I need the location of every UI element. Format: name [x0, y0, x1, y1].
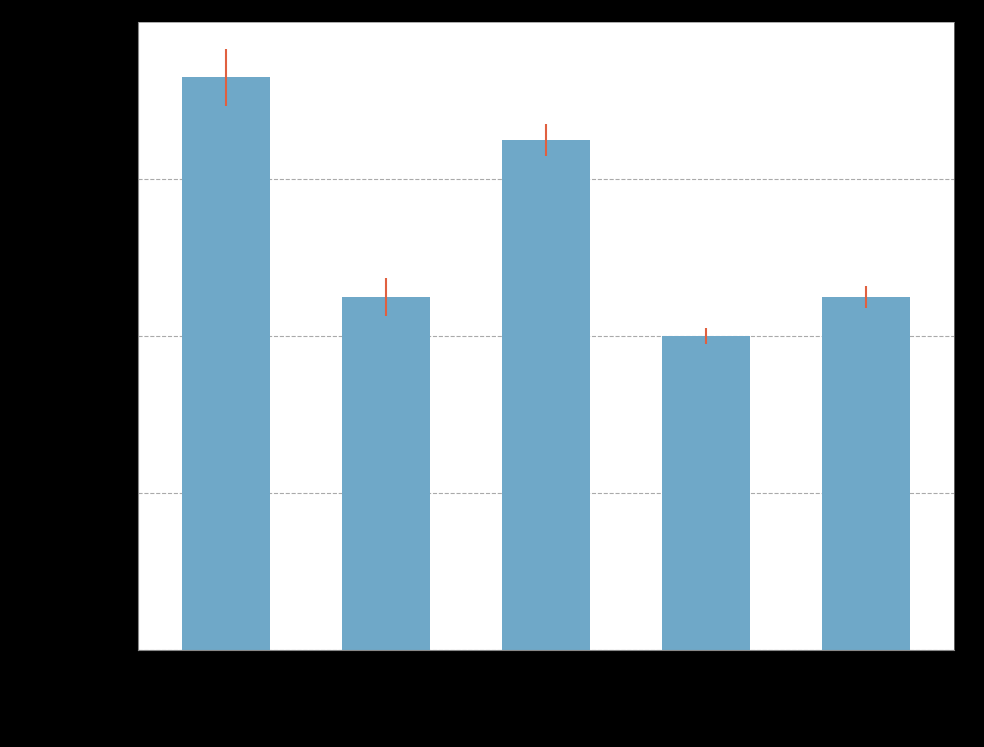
Bar	[823, 297, 910, 650]
Bar	[182, 77, 270, 650]
Bar	[342, 297, 430, 650]
Y-axis label: Número de cópias: Número de cópias	[83, 235, 104, 437]
Bar	[502, 140, 590, 650]
Bar	[662, 336, 751, 650]
